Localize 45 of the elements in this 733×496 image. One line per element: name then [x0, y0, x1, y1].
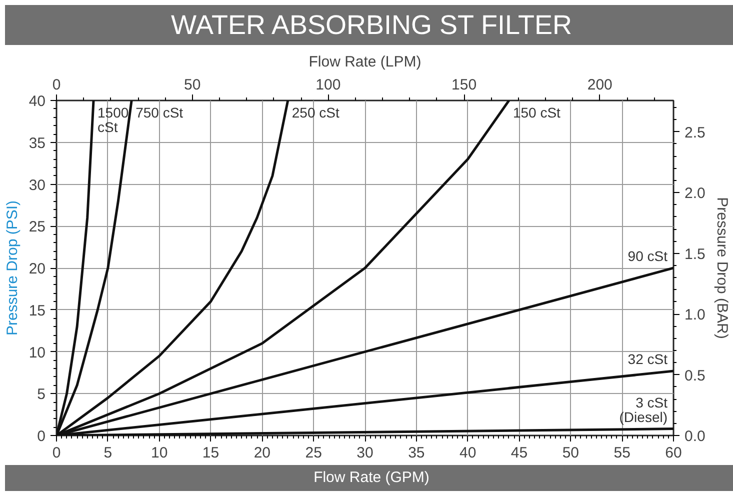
y-axis-title: Pressure Drop (PSI): [4, 200, 21, 336]
series-label: 150 cSt: [512, 104, 561, 120]
chart-title: WATER ABSORBING ST FILTER: [170, 9, 572, 42]
y2-tick-label: 1.0: [684, 306, 706, 324]
y-tick-label: 0: [37, 428, 46, 445]
x-tick-label: 20: [254, 444, 271, 462]
x-tick-label: 15: [202, 444, 220, 462]
x-tick-label: 55: [614, 444, 630, 462]
x-tick-label: 35: [408, 444, 425, 462]
y2-tick-label: 2.5: [684, 124, 706, 142]
x2-tick-label: 100: [316, 76, 341, 94]
x-tick-label: 45: [510, 444, 528, 462]
y-tick-label: 30: [28, 176, 46, 194]
x-tick-label: 25: [305, 444, 322, 462]
x2-tick-label: 50: [184, 76, 201, 94]
y-tick-label: 5: [37, 386, 46, 404]
y-tick-label: 20: [28, 260, 46, 278]
x-tick-label: 50: [562, 444, 580, 462]
y2-axis-title: Pressure Drop (BAR): [713, 197, 730, 339]
x-tick-label: 40: [459, 444, 476, 462]
y-tick-label: 25: [28, 218, 46, 236]
series-label: 250 cSt: [292, 104, 340, 120]
y-tick-label: 35: [28, 134, 46, 152]
y2-tick-label: 2.0: [684, 185, 706, 202]
x-axis-title: Flow Rate (GPM): [314, 468, 430, 488]
series-label: 90 cSt: [628, 248, 668, 264]
x-tick-label: 30: [356, 444, 374, 462]
x2-tick-label: 200: [587, 76, 612, 94]
y2-tick-label: 0.0: [684, 428, 706, 445]
series-label: 32 cSt: [628, 351, 668, 368]
y-tick-label: 10: [28, 344, 46, 362]
series-label: 750 cSt: [136, 104, 184, 120]
x2-tick-label: 0: [52, 76, 61, 94]
y2-tick-label: 1.5: [684, 246, 706, 263]
y2-tick-label: 0.5: [684, 367, 706, 384]
x2-axis-title: Flow Rate (LPM): [308, 54, 422, 70]
series-label: 1500 cSt: [98, 104, 129, 135]
series-label: 3 cSt (Diesel): [619, 394, 668, 425]
y-tick-label: 40: [28, 93, 46, 110]
x-tick-label: 0: [52, 444, 61, 462]
x-tick-label: 60: [665, 444, 682, 462]
x-tick-label: 5: [104, 444, 112, 462]
x2-tick-label: 150: [452, 76, 477, 94]
x-tick-label: 10: [150, 444, 168, 462]
y-tick-label: 15: [28, 302, 46, 320]
